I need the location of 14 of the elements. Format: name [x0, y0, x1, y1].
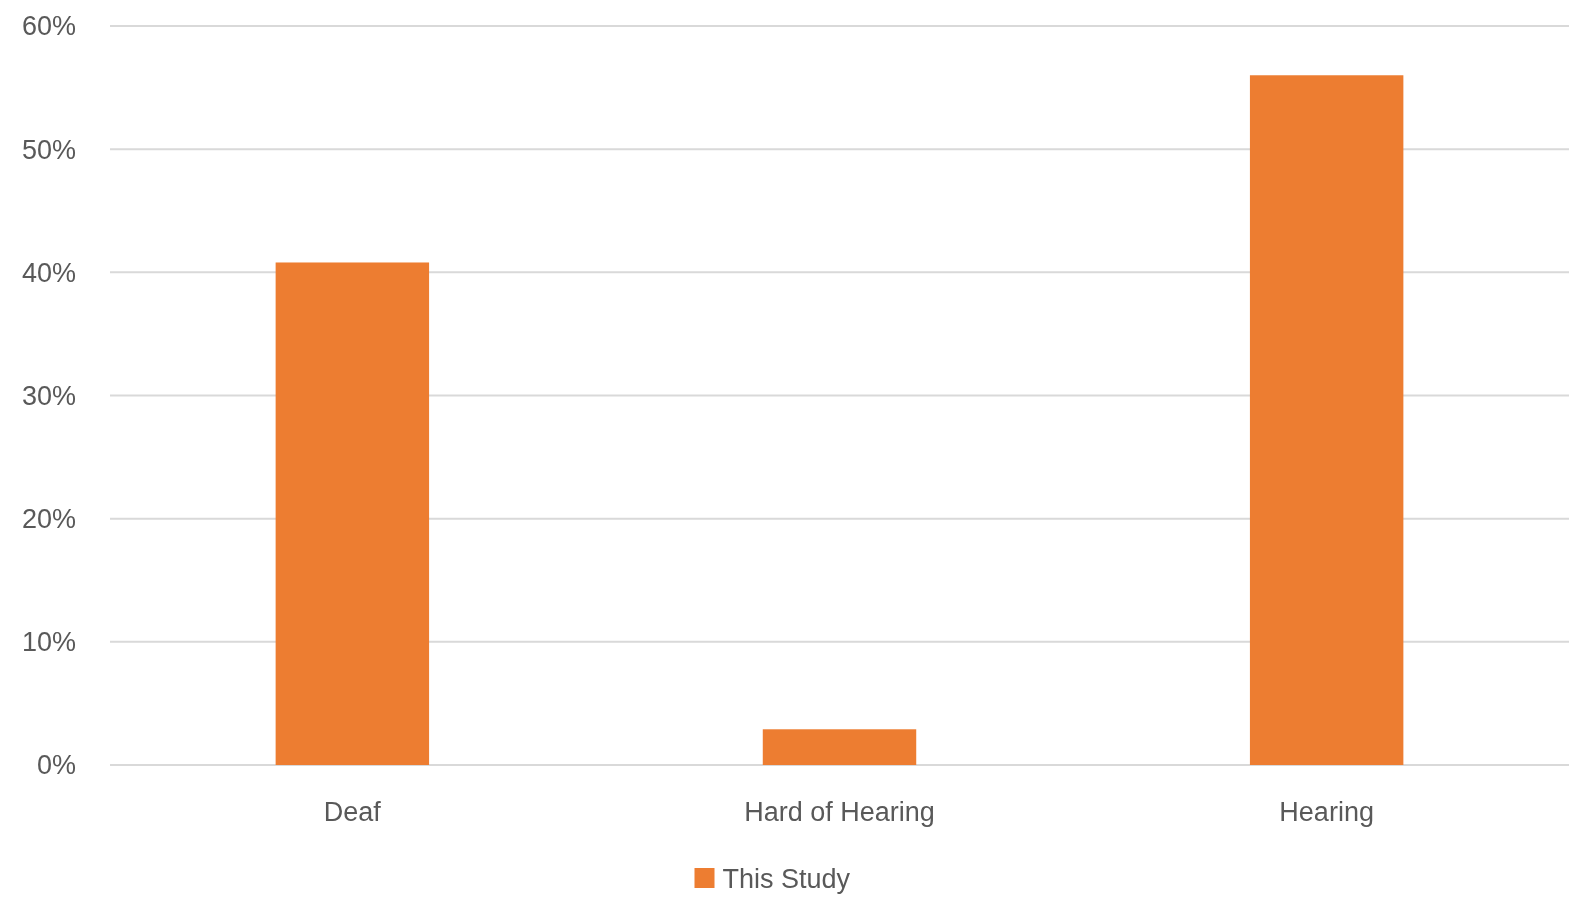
x-tick-label: Deaf — [323, 797, 382, 827]
y-tick-label: 30% — [21, 380, 76, 411]
x-tick-label: Hard of Hearing — [744, 797, 935, 827]
y-tick-label: 20% — [21, 504, 76, 535]
y-tick-label: 60% — [21, 11, 76, 42]
bar — [762, 729, 917, 765]
y-tick-label: 0% — [36, 750, 76, 781]
x-tick-label: Hearing — [1279, 797, 1374, 827]
bar — [1249, 75, 1404, 765]
legend-label: This Study — [722, 864, 851, 895]
y-tick-label: 10% — [21, 627, 76, 658]
bar — [275, 262, 430, 765]
y-tick-label: 50% — [21, 134, 76, 165]
y-tick-label: 40% — [21, 257, 76, 288]
